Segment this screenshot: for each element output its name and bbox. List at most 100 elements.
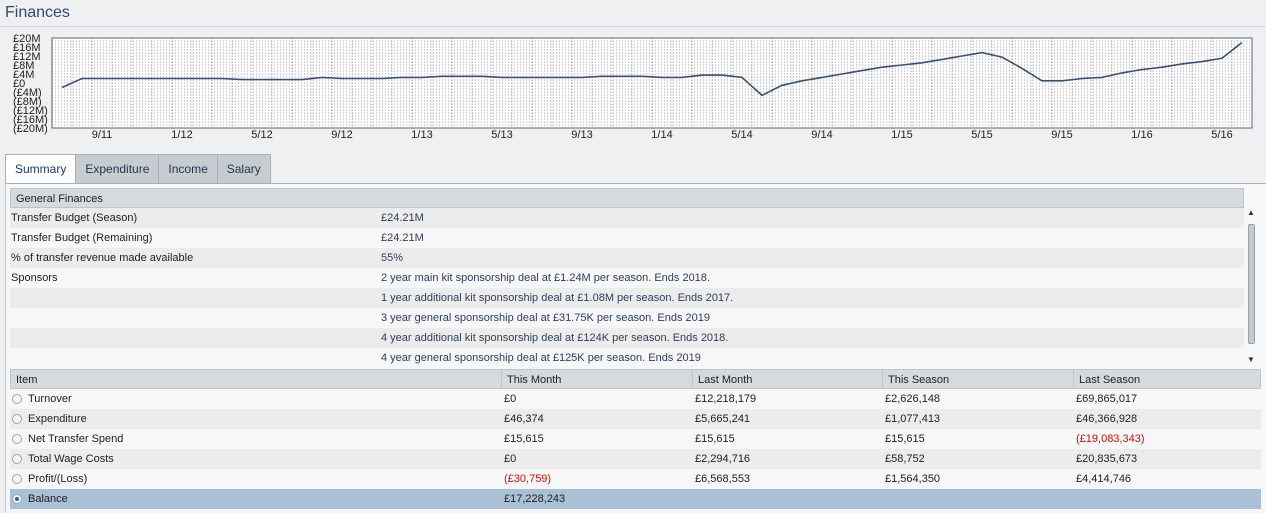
y-tick-label: (£16M) <box>13 114 48 126</box>
column-header[interactable]: Last Month <box>693 370 883 388</box>
general-finances-section: General Finances Transfer Budget (Season… <box>10 188 1244 366</box>
y-tick-label: (£12M) <box>13 105 48 117</box>
list-item: Transfer Budget (Remaining) £24.21M <box>10 228 1244 248</box>
table-cell: £15,615 <box>885 433 925 445</box>
finance-label: Transfer Budget (Remaining) <box>11 232 153 244</box>
table-cell <box>882 489 1073 509</box>
scrollbar-thumb[interactable] <box>1248 224 1255 344</box>
general-finances-scrollbar[interactable]: ▲ ▼ <box>1246 208 1256 366</box>
y-tick-label: £16M <box>13 42 41 54</box>
tab-expenditure[interactable]: Expenditure <box>76 154 160 184</box>
table-cell: £12,218,179 <box>695 393 757 405</box>
list-item: 4 year general sponsorship deal at £125K… <box>10 348 1244 366</box>
finance-value: 1 year additional kit sponsorship deal a… <box>381 292 734 304</box>
radio-button[interactable] <box>12 474 22 484</box>
radio-button[interactable] <box>12 434 22 444</box>
finance-label: Transfer Budget (Season) <box>11 212 138 224</box>
row-item-label: Total Wage Costs <box>28 453 114 465</box>
list-item: Sponsors 2 year main kit sponsorship deal… <box>10 268 1244 288</box>
table-cell: £2,294,716 <box>695 453 751 465</box>
radio-button[interactable] <box>12 494 22 504</box>
scroll-up-icon[interactable]: ▲ <box>1247 208 1255 217</box>
balance-series-line <box>61 41 1243 97</box>
row-item-label: Turnover <box>28 393 72 405</box>
x-tick-label: 1/14 <box>651 129 672 141</box>
row-item-cell: Profit/(Loss) <box>10 469 501 489</box>
column-header[interactable]: Last Season <box>1079 374 1141 386</box>
scroll-down-icon[interactable]: ▼ <box>1247 355 1255 364</box>
table-cell: £0 <box>504 453 517 465</box>
column-header[interactable]: Item <box>11 370 502 388</box>
row-item-cell: Turnover <box>10 389 501 409</box>
finance-value: 4 year general sponsorship deal at £125K… <box>381 352 701 364</box>
finance-summary-table: Item This Month Last Month This Season Last … <box>10 369 1261 509</box>
table-row[interactable]: Turnover £0 £12,218,179 £2,626,148 £69,865,0… <box>10 389 1261 409</box>
row-item-label: Net Transfer Spend <box>28 433 124 445</box>
table-cell: £0 <box>504 393 517 405</box>
table-cell: £69,865,017 <box>1076 393 1138 405</box>
table-cell: £1,077,413 <box>885 413 941 425</box>
x-tick-label: 9/15 <box>1051 129 1072 141</box>
y-tick-label: (£8M) <box>13 96 42 108</box>
y-tick-label: (£4M) <box>13 87 42 99</box>
general-finances-list: Transfer Budget (Season) £24.21M Transfer … <box>10 208 1244 366</box>
row-item-label: Profit/(Loss) <box>28 473 88 485</box>
y-tick-label: £20M <box>13 33 41 45</box>
finance-label <box>10 328 381 348</box>
radio-button[interactable] <box>12 454 22 464</box>
x-tick-label: 9/12 <box>331 129 352 141</box>
table-row[interactable]: Balance £17,228,243 <box>10 489 1261 509</box>
table-cell: £2,626,148 <box>885 393 941 405</box>
row-item-cell: Expenditure <box>10 409 501 429</box>
table-cell: £5,665,241 <box>695 413 751 425</box>
table-cell: £15,615 <box>504 433 544 445</box>
x-tick-label: 9/14 <box>811 129 832 141</box>
table-cell: £4,414,746 <box>1076 473 1132 485</box>
page-title: Finances <box>5 4 70 21</box>
y-tick-label: £4M <box>13 69 34 81</box>
list-item: 1 year additional kit sponsorship deal a… <box>10 288 1244 308</box>
y-tick-label: £0 <box>13 78 25 90</box>
finance-value: £24.21M <box>381 212 424 224</box>
list-item: 3 year general sponsorship deal at £31.7… <box>10 308 1244 328</box>
table-cell <box>1073 489 1261 509</box>
finance-value: 3 year general sponsorship deal at £31.7… <box>381 312 711 324</box>
row-item-label: Balance <box>28 493 68 505</box>
x-tick-label: 9/11 <box>92 129 113 141</box>
table-row[interactable]: Expenditure £46,374 £5,665,241 £1,077,413 £4… <box>10 409 1261 429</box>
tab-summary[interactable]: Summary <box>5 154 77 184</box>
radio-button[interactable] <box>12 414 22 424</box>
y-tick-label: £12M <box>13 51 41 63</box>
radio-button[interactable] <box>12 394 22 404</box>
column-header[interactable]: This Month <box>502 370 693 388</box>
finance-label <box>10 308 381 328</box>
x-tick-label: 5/15 <box>971 129 992 141</box>
table-row[interactable]: Profit/(Loss) (£30,759) £6,568,553 £1,564,3… <box>10 469 1261 489</box>
finance-label: Sponsors <box>11 272 58 284</box>
tab-salary[interactable]: Salary <box>217 154 271 184</box>
finance-value: 55% <box>381 252 404 264</box>
finance-value: £24.21M <box>381 232 424 244</box>
finance-value: 4 year additional kit sponsorship deal a… <box>381 332 729 344</box>
x-tick-label: 1/13 <box>411 129 432 141</box>
table-cell: £46,366,928 <box>1076 413 1138 425</box>
x-tick-label: 9/13 <box>571 129 592 141</box>
list-item: Transfer Budget (Season) £24.21M <box>10 208 1244 228</box>
table-cell: (£19,083,343) <box>1076 433 1145 445</box>
tab-bar: Summary Expenditure Income Salary <box>5 154 271 184</box>
tab-income[interactable]: Income <box>159 154 218 184</box>
row-item-cell: Total Wage Costs <box>10 449 501 469</box>
finance-label <box>10 348 381 366</box>
table-cell: £6,568,553 <box>695 473 751 485</box>
table-cell: £46,374 <box>504 413 544 425</box>
row-item-cell: Balance <box>10 489 501 509</box>
table-row[interactable]: Net Transfer Spend £15,615 £15,615 £15,615 (… <box>10 429 1261 449</box>
x-tick-label: 5/14 <box>731 129 752 141</box>
finance-label: % of transfer revenue made available <box>11 252 194 264</box>
x-tick-label: 5/12 <box>251 129 272 141</box>
column-header[interactable]: This Season <box>883 370 1074 388</box>
table-cell: (£30,759) <box>504 473 552 485</box>
table-cell: £1,564,350 <box>885 473 941 485</box>
table-row[interactable]: Total Wage Costs £0 £2,294,716 £58,752 £20,8… <box>10 449 1261 469</box>
list-item: 4 year additional kit sponsorship deal a… <box>10 328 1244 348</box>
